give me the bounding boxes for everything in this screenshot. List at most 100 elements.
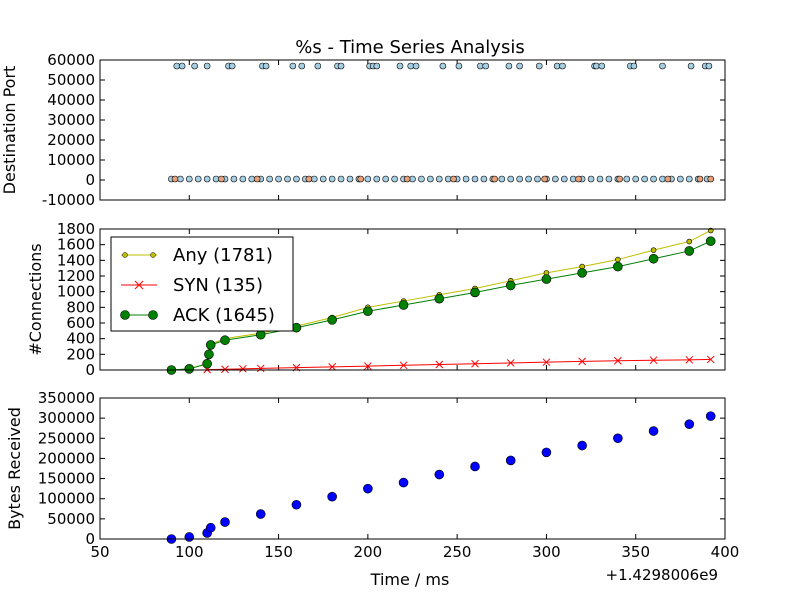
data-point (266, 175, 273, 183)
legend-entry: ACK (1645) (120, 305, 275, 326)
data-point (650, 247, 657, 253)
data-point (364, 362, 372, 370)
data-point (471, 175, 479, 183)
data-point (505, 455, 516, 466)
data-point (535, 62, 543, 70)
data-point (613, 433, 623, 444)
data-point (685, 355, 694, 364)
y-tick-label: 50000 (47, 510, 95, 528)
data-point (542, 358, 551, 367)
data-point (684, 419, 695, 429)
data-point (218, 175, 225, 183)
data-point (462, 175, 470, 183)
legend-marker (150, 252, 156, 258)
data-point (418, 175, 425, 183)
data-point (471, 359, 479, 368)
data-point (439, 62, 447, 70)
data-point (363, 483, 373, 494)
data-point (455, 62, 463, 70)
data-point (705, 411, 716, 421)
y-tick-label: 1800 (57, 220, 95, 238)
data-point (253, 175, 261, 183)
y-tick-label: 60000 (47, 51, 95, 69)
data-point (373, 62, 381, 70)
data-point (239, 364, 247, 373)
subplot-3: 0 50000 100000 150000 200000 250000 300000 3500… (5, 389, 739, 561)
data-point (239, 175, 247, 183)
data-point (275, 175, 282, 183)
data-point (202, 358, 212, 369)
data-point (328, 363, 336, 371)
data-point (613, 261, 623, 272)
y-tick-label: 400 (66, 330, 95, 348)
y-tick-label: 1200 (57, 267, 95, 285)
legend-label: Any (1781) (173, 245, 273, 266)
legend-marker (134, 280, 144, 290)
y-tick-label: 50000 (47, 71, 95, 89)
data-point (205, 340, 216, 350)
x-tick-label: 300 (532, 543, 561, 561)
data-point (184, 364, 195, 374)
data-point (220, 335, 230, 346)
data-point (648, 426, 659, 436)
y-tick-label: 800 (66, 298, 95, 316)
data-point (577, 440, 587, 451)
data-point (659, 62, 666, 70)
data-point (650, 175, 657, 183)
x-tick-label: 350 (621, 543, 650, 561)
data-point (559, 62, 566, 70)
series-2 (168, 175, 711, 183)
data-point (204, 349, 214, 360)
data-point (327, 315, 337, 325)
data-point (470, 287, 480, 298)
data-point (221, 365, 229, 374)
data-point (560, 175, 568, 183)
data-point (363, 306, 373, 317)
data-point (357, 175, 365, 183)
data-point (327, 491, 337, 502)
y-tick-label: 250000 (38, 429, 95, 447)
data-point (596, 175, 604, 183)
data-point (178, 62, 186, 70)
data-point (516, 175, 523, 183)
chart-title: %s - Time Series Analysis (295, 37, 524, 58)
data-point (298, 62, 306, 70)
data-point (505, 280, 516, 291)
data-point (184, 532, 195, 542)
data-point (552, 175, 559, 183)
data-point (337, 175, 345, 183)
y-tick-label: 10000 (47, 151, 95, 169)
data-point (605, 175, 613, 183)
data-point (230, 175, 238, 183)
x-tick-label: 100 (175, 543, 204, 561)
data-point (398, 477, 409, 488)
data-point (427, 175, 434, 183)
data-point (255, 509, 266, 519)
series-2 (203, 355, 715, 374)
data-point (630, 62, 638, 70)
data-point (346, 175, 354, 183)
axes-frame (99, 397, 726, 540)
data-point (632, 175, 640, 183)
x-tick-label: 250 (443, 543, 472, 561)
data-point (707, 175, 715, 183)
axes-frame (99, 228, 726, 371)
data-point (498, 175, 506, 183)
data-point (284, 175, 291, 183)
data-point (577, 268, 587, 278)
y-axis-label: Bytes Received (5, 407, 24, 530)
data-point (256, 364, 265, 373)
data-point (293, 175, 300, 183)
y-tick-label: 1000 (57, 283, 95, 301)
y-tick-label: 0 (85, 361, 95, 379)
data-point (696, 175, 704, 183)
data-point (705, 236, 716, 246)
data-point (648, 253, 659, 264)
data-point (677, 175, 684, 183)
data-point (255, 329, 266, 340)
data-point (203, 62, 211, 70)
subplot-1: -10000 0 10000 20000 30000 40000 50000 60000 Des… (0, 51, 726, 209)
data-point (534, 175, 541, 183)
data-point (480, 175, 488, 183)
